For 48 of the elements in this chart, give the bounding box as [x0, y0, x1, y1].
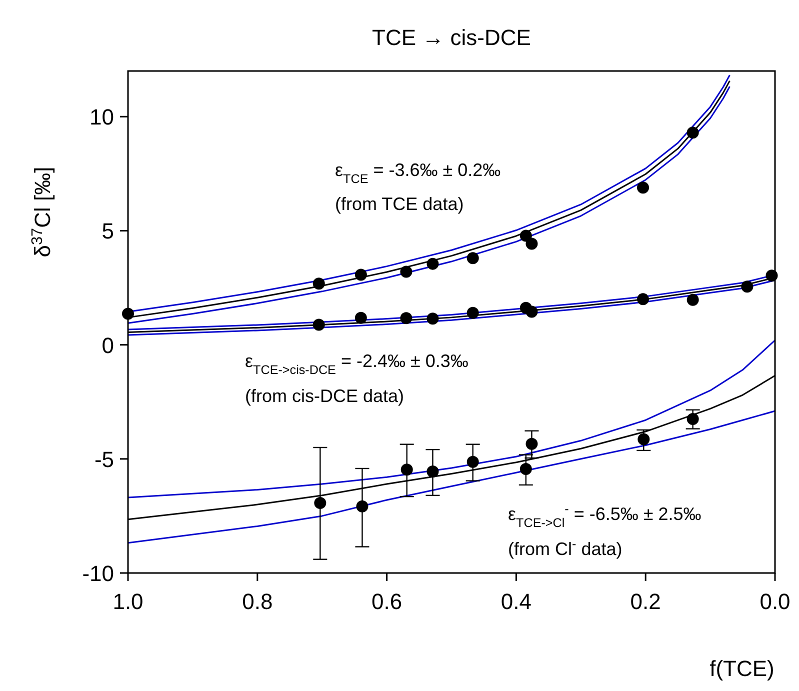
- point: [520, 462, 532, 475]
- point: [426, 258, 439, 270]
- point: [314, 496, 326, 509]
- x-tick-label: 0.4: [500, 589, 532, 614]
- point: [466, 252, 479, 264]
- point: [466, 306, 479, 319]
- point: [637, 182, 650, 194]
- y-tick-label: -10: [82, 561, 114, 586]
- point: [686, 412, 699, 425]
- y-tick-label: 5: [102, 218, 114, 244]
- point: [741, 280, 754, 293]
- point: [400, 266, 412, 278]
- y-tick-label: 0: [102, 332, 114, 358]
- point: [400, 312, 412, 324]
- annotation: (from TCE data): [335, 194, 464, 214]
- annotation: ε$_{TCE->Cl}$$^{-}$ = -6.5‰ ± 2.5‰: [508, 502, 702, 530]
- point: [356, 500, 368, 512]
- x-tick-label: 0.2: [630, 589, 661, 614]
- line-series: [127, 410, 776, 544]
- x-tick-label: 0.8: [242, 589, 273, 614]
- point: [686, 126, 699, 139]
- annotation: (from cis-DCE data): [245, 386, 404, 406]
- point: [312, 318, 325, 331]
- point: [526, 238, 538, 250]
- line-series: [127, 340, 776, 498]
- chart-title: TCE → cis-DCE: [372, 25, 531, 50]
- y-tick-label: 10: [90, 104, 114, 130]
- annotation: (from Cl$^{-}$ data): [508, 537, 622, 559]
- x-tick-label: 1.0: [112, 589, 144, 614]
- point: [426, 312, 439, 325]
- x-axis-title: f(TCE): [710, 656, 774, 681]
- point: [466, 456, 479, 468]
- point: [526, 306, 538, 318]
- point: [312, 278, 325, 290]
- point: [520, 230, 532, 242]
- point: [354, 312, 367, 324]
- point: [400, 464, 413, 476]
- point: [426, 465, 439, 478]
- annotation: ε$_{TCE}$ = -3.6‰ ± 0.2‰: [335, 160, 501, 186]
- point: [686, 294, 699, 306]
- point: [526, 438, 538, 450]
- x-tick-label: 0.6: [372, 589, 402, 614]
- y-tick-label: -5: [94, 446, 114, 472]
- point: [638, 433, 650, 446]
- point: [354, 268, 367, 281]
- point: [637, 293, 650, 306]
- annotation: ε$_{TCE->cis-DCE}$ = -2.4‰ ± 0.3‰: [245, 351, 468, 377]
- x-tick-label: 0.0: [760, 589, 790, 614]
